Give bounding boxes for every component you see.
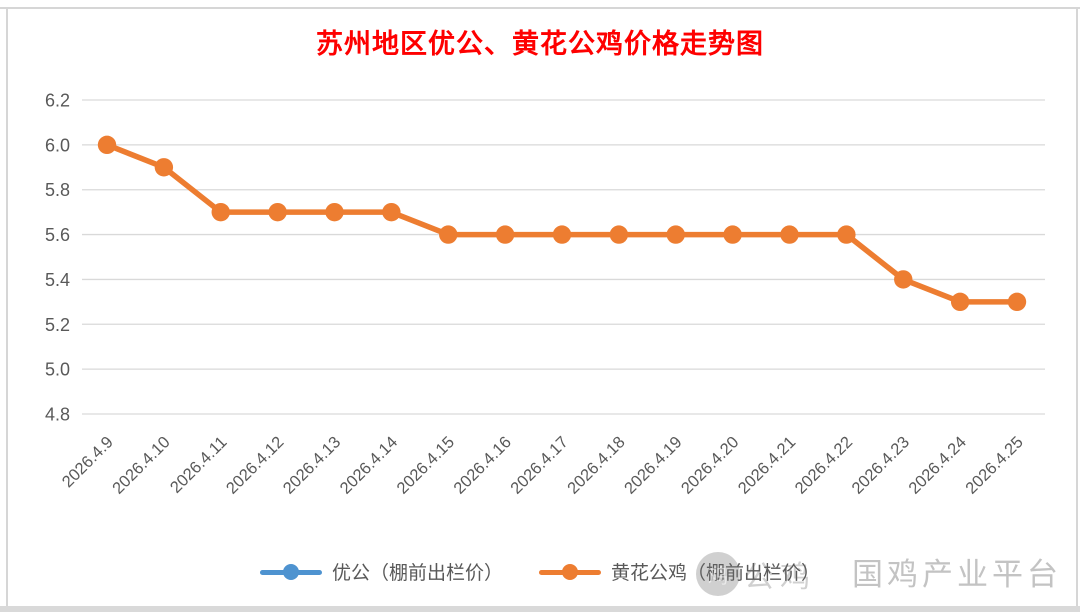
data-point — [1007, 292, 1027, 312]
x-tick-label: 2026.4.18 — [564, 433, 629, 498]
y-tick-label: 5.4 — [45, 270, 70, 290]
bottom-edge-strip — [0, 606, 1080, 612]
y-tick-label: 4.8 — [45, 405, 70, 425]
x-tick-label: 2026.4.12 — [223, 433, 288, 498]
x-tick-label: 2026.4.16 — [450, 433, 515, 498]
data-point — [268, 202, 287, 222]
data-point — [439, 225, 458, 244]
data-point — [495, 225, 515, 244]
x-tick-label: 2026.4.20 — [678, 433, 743, 498]
x-tick-label: 2026.4.10 — [109, 433, 174, 498]
x-tick-label: 2026.4.21 — [735, 433, 800, 498]
legend-item-yougong[interactable]: 优公（棚前出栏价） — [259, 558, 503, 585]
data-point — [837, 225, 856, 244]
data-point — [382, 202, 401, 222]
data-point — [780, 225, 799, 244]
y-tick-label: 5.2 — [45, 315, 70, 335]
y-tick-label: 6.0 — [45, 135, 70, 155]
x-tick-label: 2026.4.11 — [167, 433, 231, 497]
frame-border-left — [6, 7, 8, 612]
data-point — [609, 225, 629, 244]
x-tick-label: 2026.4.22 — [792, 433, 857, 498]
x-tick-label: 2026.4.14 — [337, 433, 402, 498]
x-tick-label: 2026.4.24 — [905, 433, 970, 498]
x-tick-label: 2026.4.23 — [848, 433, 913, 498]
x-tick-label: 2026.4.13 — [280, 433, 345, 498]
y-tick-label: 6.2 — [45, 91, 70, 111]
y-tick-label: 5.6 — [45, 225, 70, 245]
y-tick-label: 5.8 — [45, 180, 70, 200]
x-tick-label: 2026.4.15 — [393, 433, 458, 498]
legend-marker-blue-icon — [259, 563, 322, 581]
x-tick-label: 2026.4.25 — [962, 433, 1027, 498]
data-point — [154, 158, 174, 177]
legend-label-yougong: 优公（棚前出栏价） — [331, 563, 503, 584]
legend-label-huanghua: 黄花公鸡（棚前出栏价） — [611, 563, 821, 584]
data-point — [325, 202, 344, 222]
data-point — [552, 225, 572, 244]
series-line — [104, 142, 1020, 305]
legend-item-huanghua[interactable]: 黄花公鸡（棚前出栏价） — [539, 558, 820, 585]
data-point — [950, 292, 970, 312]
y-tick-label: 5.0 — [45, 360, 70, 380]
data-point — [211, 202, 230, 222]
data-point — [894, 270, 913, 289]
chart-title: 苏州地区优公、黄花公鸡价格走势图 — [316, 29, 764, 59]
x-tick-label: 2026.4.19 — [621, 433, 686, 498]
frame-border-right — [1076, 7, 1078, 612]
x-tick-label: 2026.4.17 — [507, 433, 572, 498]
legend-marker-orange-icon — [539, 563, 601, 581]
data-point — [666, 225, 685, 244]
data-point — [723, 225, 742, 244]
data-point — [97, 135, 117, 155]
frame-border-top — [0, 7, 1080, 9]
x-tick-label: 2026.4.9 — [59, 433, 117, 491]
legend: 优公（棚前出栏价） 黄花公鸡（棚前出栏价） — [259, 558, 820, 585]
